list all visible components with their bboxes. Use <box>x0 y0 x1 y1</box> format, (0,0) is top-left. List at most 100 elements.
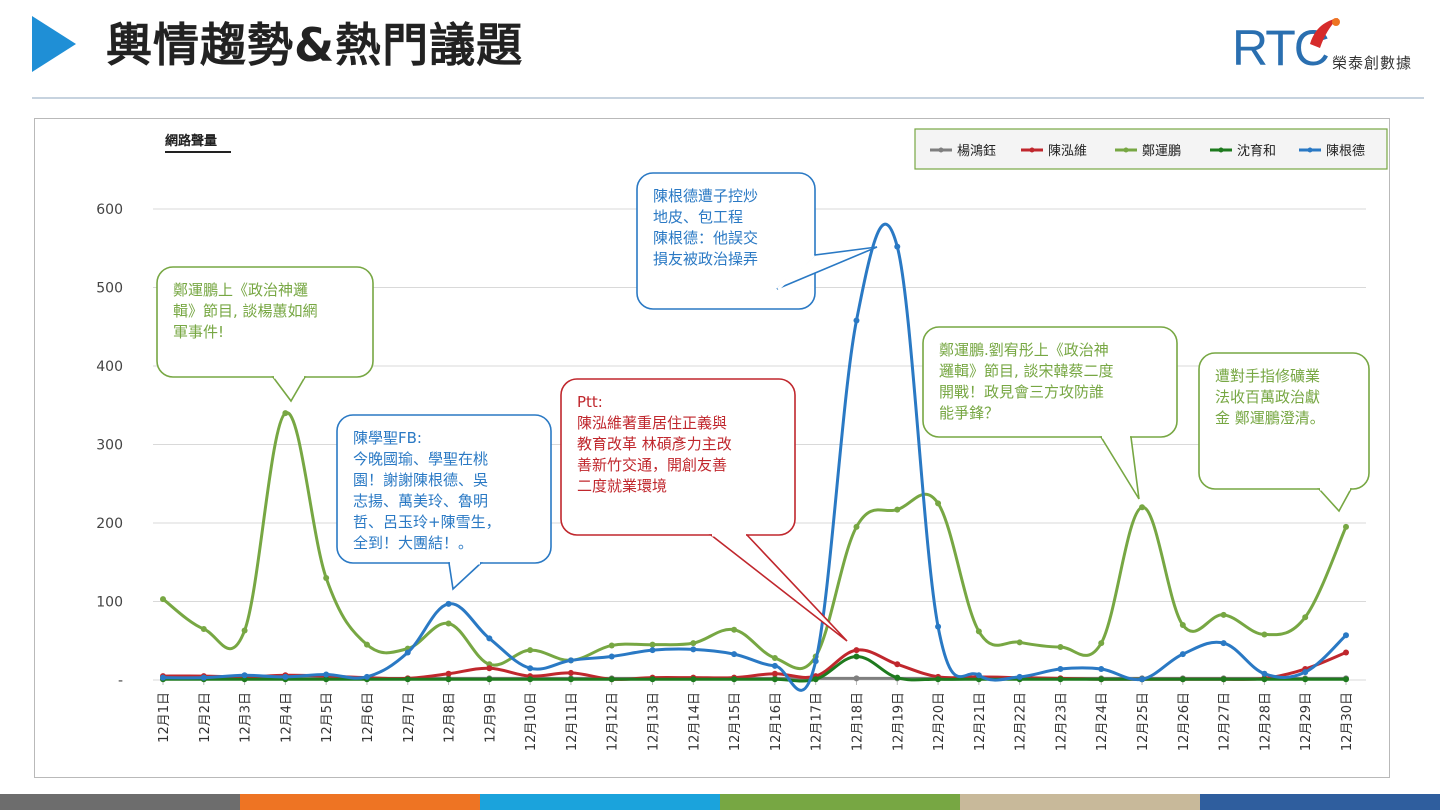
data-point <box>812 658 819 665</box>
data-point <box>1098 676 1105 683</box>
callout-text: 損友被政治操弄 <box>653 250 758 268</box>
data-point <box>1343 523 1349 530</box>
bottom-bar-segment <box>1200 794 1440 810</box>
x-tick-label: 12月23日 <box>1054 692 1069 751</box>
bottom-color-bar <box>0 794 1440 810</box>
data-point <box>1302 676 1309 683</box>
data-point <box>935 676 942 683</box>
data-point <box>445 620 452 627</box>
callout-text: 地皮、包工程 <box>653 208 743 226</box>
y-tick-label: 400 <box>96 359 123 375</box>
y-tick-label: 200 <box>96 516 123 532</box>
legend-marker <box>1029 147 1035 153</box>
data-point <box>975 672 982 679</box>
data-point <box>1261 676 1268 683</box>
data-point <box>690 646 697 653</box>
company-logo: RTC 榮泰創數據 <box>1232 14 1432 82</box>
legend-label: 陳根德 <box>1326 144 1365 159</box>
bottom-bar-segment <box>480 794 720 810</box>
x-tick-label: 12月30日 <box>1340 692 1355 751</box>
data-point <box>894 674 901 681</box>
x-tick-label: 12月7日 <box>402 692 417 743</box>
data-point <box>404 676 411 683</box>
data-point <box>445 670 452 677</box>
data-point <box>1098 666 1105 673</box>
x-tick-label: 12月29日 <box>1299 692 1314 751</box>
callout-text: 能爭鋒？ <box>939 404 999 422</box>
x-tick-label: 12月25日 <box>1136 692 1151 751</box>
data-point <box>608 653 615 660</box>
y-tick-label: 300 <box>96 438 123 454</box>
x-tick-label: 12月10日 <box>524 692 539 751</box>
data-point <box>1343 649 1349 656</box>
data-point <box>975 628 982 635</box>
x-tick-label: 12月2日 <box>198 692 213 743</box>
data-point <box>853 647 860 654</box>
data-point <box>935 623 942 630</box>
x-tick-label: 12月28日 <box>1258 692 1273 751</box>
bottom-bar-segment <box>0 794 240 810</box>
data-point <box>771 676 778 683</box>
data-point <box>649 641 656 648</box>
callout-text: 陳學聖FB: <box>353 429 422 447</box>
callout-text: 陳根德：他誤交 <box>653 229 758 247</box>
data-point <box>853 653 860 660</box>
x-tick-label: 12月20日 <box>932 692 947 751</box>
x-tick-label: 12月15日 <box>728 692 743 751</box>
callout-text: 鄭運鵬上《政治神邏 <box>173 281 308 299</box>
y-tick-label: 600 <box>96 202 123 218</box>
data-point <box>160 674 166 681</box>
data-point <box>853 317 860 324</box>
data-point <box>567 676 574 683</box>
logo-mark: RTC <box>1232 20 1330 76</box>
title-arrow-icon <box>32 16 76 72</box>
bottom-bar-segment <box>960 794 1200 810</box>
callout-text: 全到！大團結！。 <box>353 534 473 552</box>
callout-text: 邏輯》節目, 談宋韓蔡二度 <box>939 362 1114 380</box>
x-tick-label: 12月18日 <box>850 692 865 751</box>
data-point <box>323 676 330 683</box>
data-point <box>1016 639 1023 646</box>
x-tick-label: 12月24日 <box>1095 692 1110 751</box>
data-point <box>853 675 860 682</box>
data-point <box>445 600 452 607</box>
legend-marker <box>1218 147 1224 153</box>
legend-marker <box>1123 147 1129 153</box>
data-point <box>241 627 248 634</box>
data-point <box>771 670 778 677</box>
data-point <box>853 523 860 530</box>
x-tick-label: 12月5日 <box>320 692 335 743</box>
data-point <box>1179 651 1186 658</box>
callout-box <box>560 378 796 536</box>
callout-box <box>156 266 374 378</box>
chart-title: 網路聲量 <box>165 133 217 149</box>
data-point <box>812 676 819 683</box>
series-沈育和 <box>160 653 1349 683</box>
data-point <box>1220 611 1227 618</box>
x-tick-label: 12月17日 <box>810 692 825 751</box>
data-point <box>1261 631 1268 638</box>
data-point <box>1057 676 1064 683</box>
data-point <box>1139 676 1146 683</box>
callout-text: 軍事件! <box>173 323 224 341</box>
x-tick-label: 12月19日 <box>891 692 906 751</box>
callout-text: 鄭運鵬.劉宥彤上《政治神 <box>939 341 1109 359</box>
data-point <box>1098 640 1105 647</box>
callout-text: 法收百萬政治獻 <box>1215 388 1320 406</box>
data-point <box>323 574 330 581</box>
callout-text: 陳泓維著重居住正義與 <box>577 414 727 432</box>
legend-marker <box>1307 147 1313 153</box>
data-point <box>282 673 289 680</box>
data-point <box>1179 676 1186 683</box>
x-tick-label: 12月21日 <box>973 692 988 751</box>
legend-label: 陳泓維 <box>1048 144 1087 159</box>
callout-text: 遭對手指修礦業 <box>1215 367 1320 385</box>
data-point <box>894 243 901 250</box>
data-point <box>1139 504 1146 511</box>
data-point <box>445 676 452 683</box>
data-point <box>649 676 656 683</box>
callout-box <box>336 414 552 564</box>
callout-text: 善新竹交通，開創友善 <box>577 456 727 474</box>
data-point <box>282 410 289 417</box>
